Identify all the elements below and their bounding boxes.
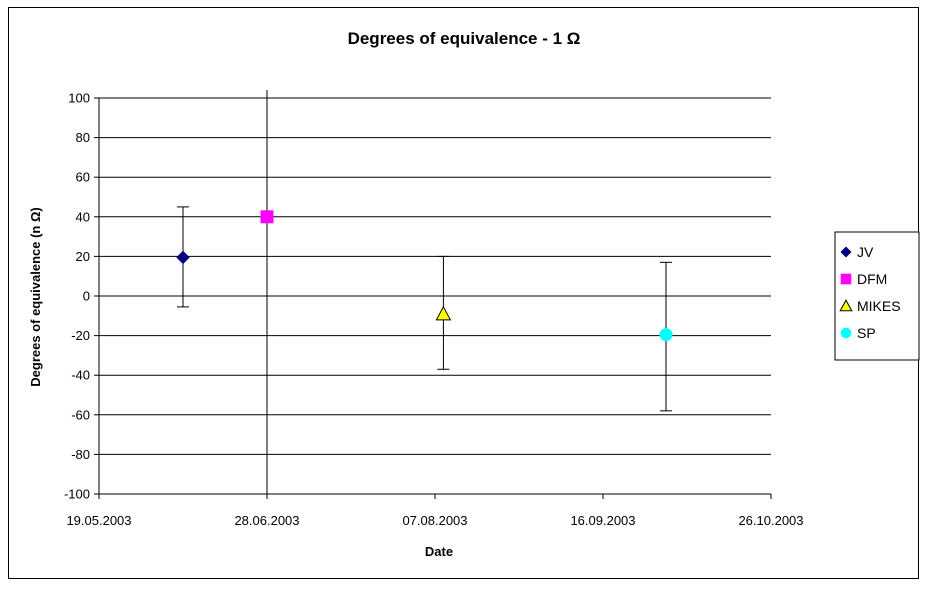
x-tick-label: 19.05.2003: [66, 513, 131, 528]
y-tick-label: 60: [76, 170, 90, 185]
y-tick-label: 20: [76, 249, 90, 264]
x-tick-label: 16.09.2003: [570, 513, 635, 528]
chart-title: Degrees of equivalence - 1 Ω: [348, 29, 581, 48]
dfm-marker: [260, 210, 274, 224]
x-axis-title: Date: [425, 544, 453, 559]
legend-label-dfm: DFM: [857, 271, 887, 287]
y-axis-title: Degrees of equivalence (n Ω): [28, 207, 43, 386]
x-tick-label: 07.08.2003: [402, 513, 467, 528]
y-tick-label: 100: [68, 91, 90, 106]
jv-marker: [176, 250, 190, 265]
grid-layer: [99, 97, 771, 455]
mikes-marker: [839, 299, 853, 312]
y-tick-label: 0: [83, 289, 90, 304]
y-tick-label: -80: [71, 447, 90, 462]
sp-marker: [840, 327, 852, 339]
y-tick-label: 40: [76, 209, 90, 224]
y-tick-label: -60: [71, 407, 90, 422]
axis-layer: 100 80 60 40 20 0 -20 -40 -60 -80 -100 19.05.2003 28…: [64, 91, 804, 529]
y-tick-label: 80: [76, 130, 90, 145]
legend-label-mikes: MIKES: [857, 298, 901, 314]
mikes-marker: [435, 305, 452, 321]
data-layer: [176, 90, 673, 494]
sp-marker: [659, 328, 673, 342]
y-tick-label: -100: [64, 487, 90, 502]
legend-label-jv: JV: [857, 244, 874, 260]
x-tick-label: 26.10.2003: [738, 513, 803, 528]
x-tick-label: 28.06.2003: [234, 513, 299, 528]
y-tick-label: -40: [71, 368, 90, 383]
jv-marker: [840, 246, 852, 258]
y-tick-label: -20: [71, 328, 90, 343]
legend: JV DFM MIKES SP: [839, 244, 901, 341]
legend-label-sp: SP: [857, 325, 876, 341]
dfm-marker: [840, 273, 852, 285]
